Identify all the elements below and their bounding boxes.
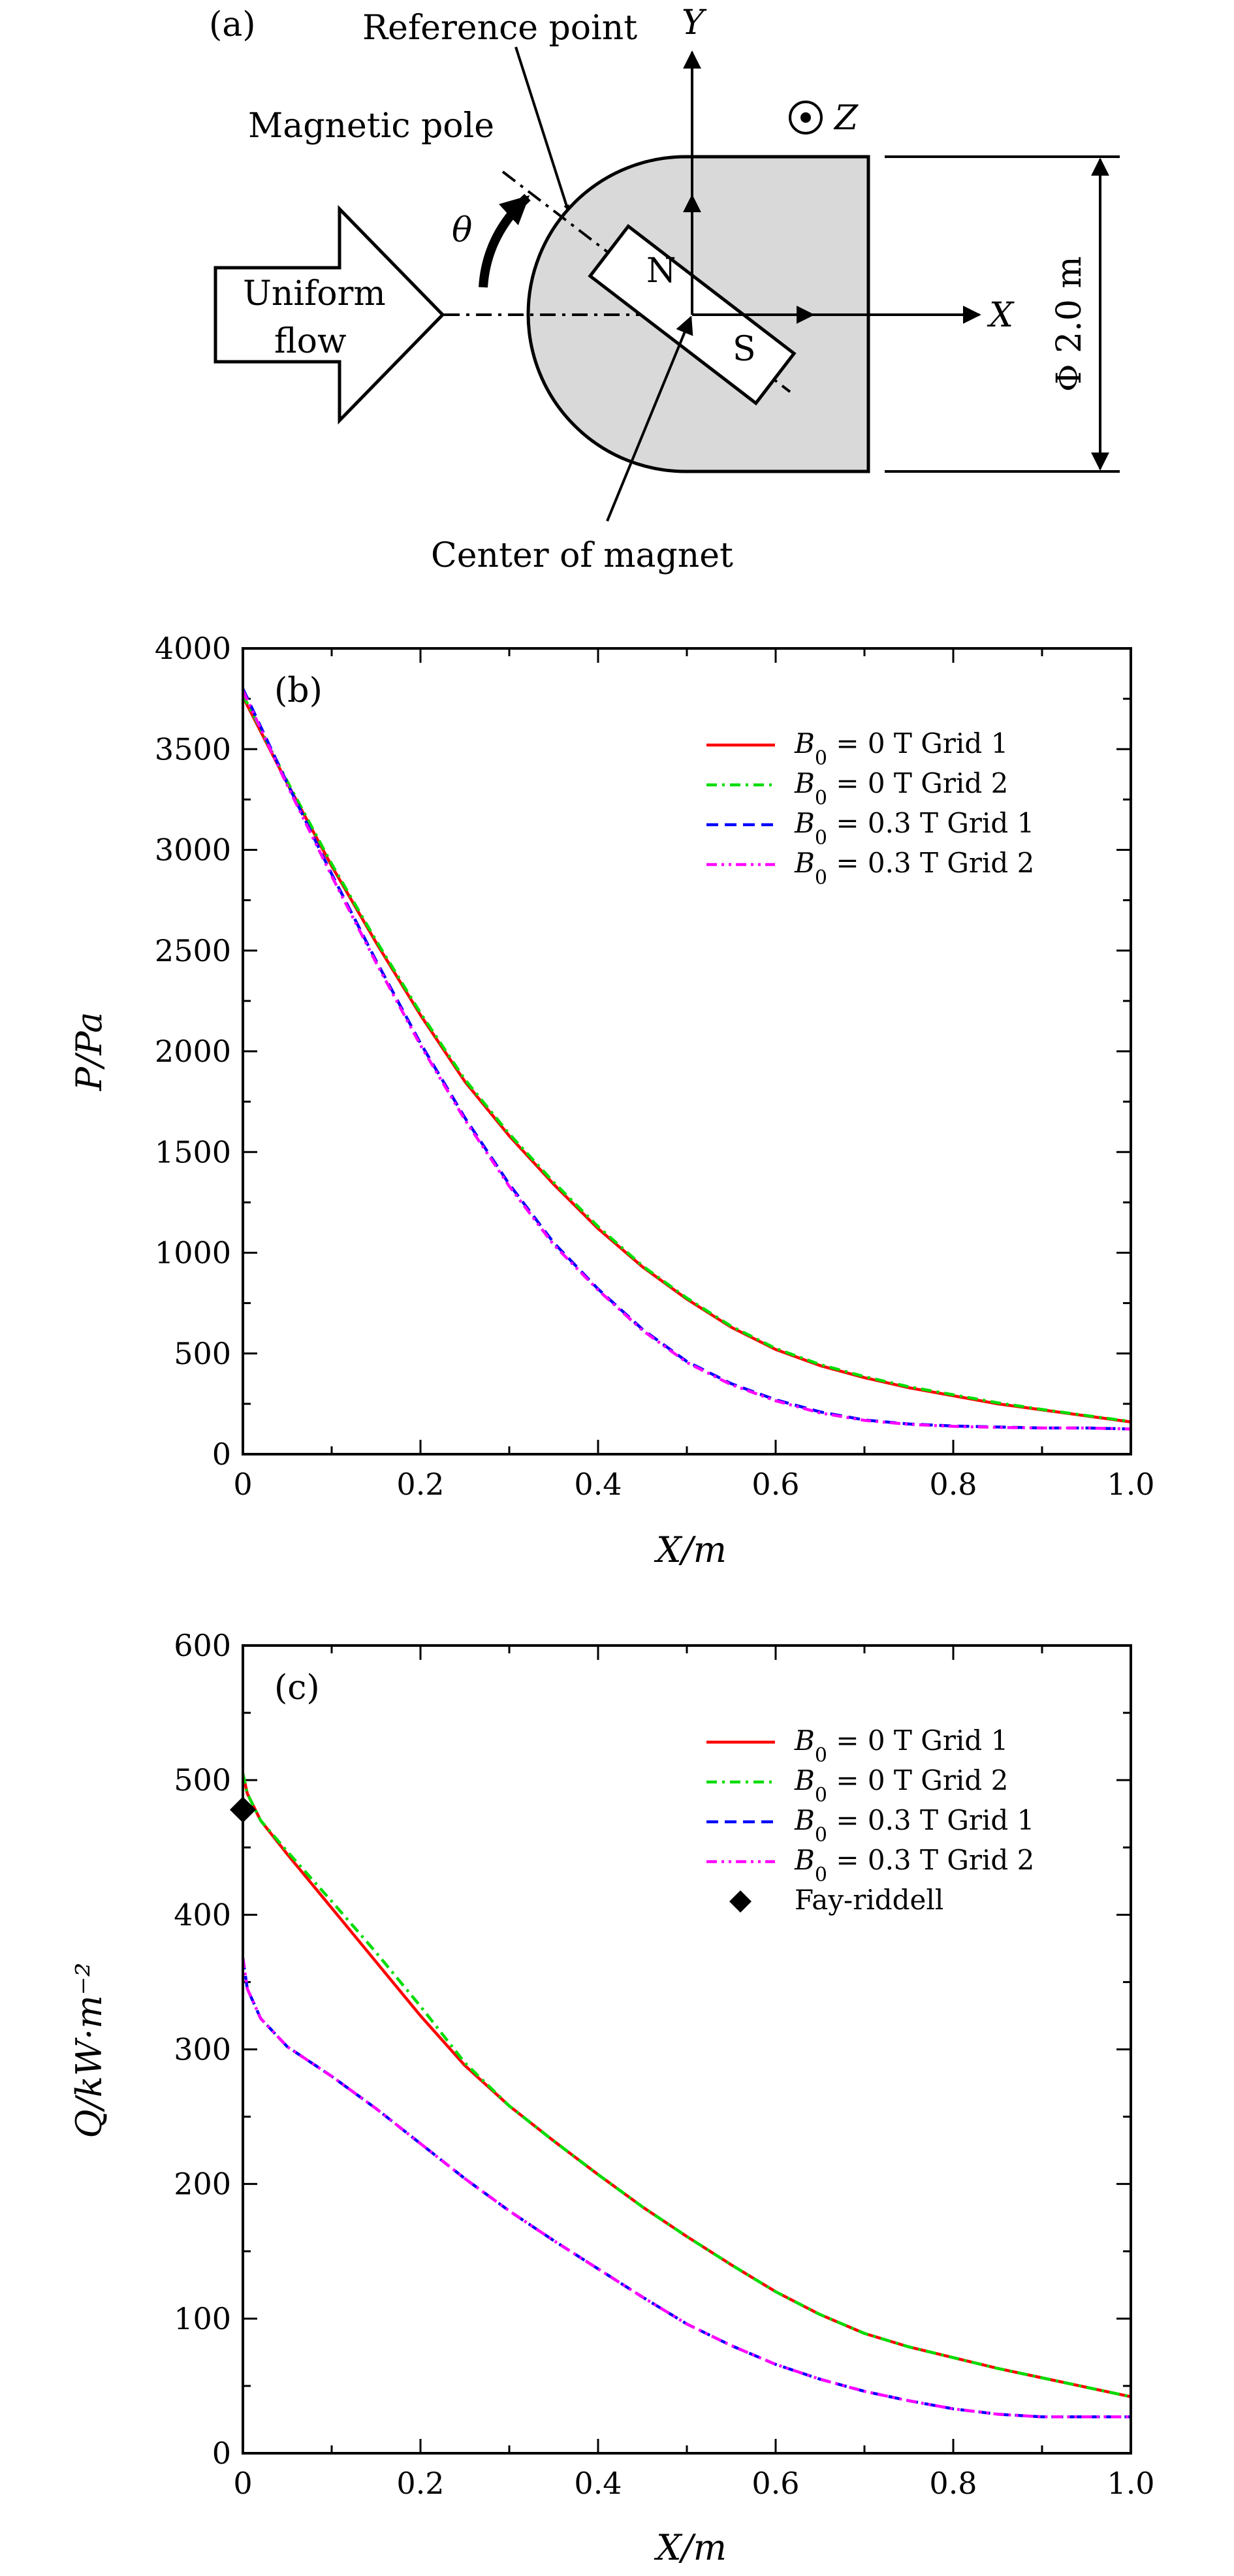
- legend-label: B0 = 0.3 T Grid 1: [794, 807, 1034, 850]
- x-axis-title: X/m: [654, 2527, 727, 2568]
- theta-label: θ: [452, 211, 472, 250]
- chart-b: P/Pa X/m 0 0.2 0.4 0.6 0.8 1.0 0 500 1000 1500 200…: [69, 631, 1155, 1570]
- x-tick-label: 1.0: [1107, 2466, 1154, 2501]
- legend-label: B0 = 0.3 T Grid 2: [794, 847, 1034, 889]
- reference-point-pointer: [514, 46, 569, 211]
- center-of-magnet-label: Center of magnet: [431, 536, 733, 575]
- y-tick-label: 600: [174, 1628, 231, 1663]
- y-tick-label: 2000: [155, 1034, 231, 1069]
- y-tick-label: 100: [174, 2301, 231, 2336]
- x-axis-title: X/m: [654, 1529, 727, 1570]
- x-tick-label: 1.0: [1107, 1467, 1154, 1502]
- series-line: [241, 693, 1131, 1423]
- y-tick-label: 200: [174, 2167, 231, 2202]
- y-tick-label: 400: [174, 1897, 231, 1932]
- y-axis-title: P/Pa: [69, 1012, 110, 1092]
- z-axis-label: Z: [833, 99, 859, 138]
- x-tick-label: 0.6: [751, 1467, 799, 1502]
- y-tick-label: 0: [212, 2436, 231, 2471]
- legend-label: B0 = 0 T Grid 1: [794, 1725, 1008, 1767]
- x-tick-label: 0.2: [396, 2466, 444, 2501]
- y-tick-label: 500: [174, 1762, 231, 1798]
- y-tick-label: 0: [212, 1437, 231, 1472]
- center-of-magnet-pointer: [606, 315, 693, 522]
- legend-label: B0 = 0 T Grid 2: [794, 1764, 1008, 1807]
- plot-frame: [242, 647, 1132, 1455]
- theta-rotation-arrow: [479, 193, 531, 288]
- y-tick-label: 1000: [155, 1235, 231, 1271]
- reference-point-label: Reference point: [362, 8, 637, 48]
- uniform-flow-arrow: [214, 204, 445, 425]
- series-line: [241, 688, 1131, 1431]
- x-tick-label: 0: [233, 1467, 252, 1502]
- x-tick-label: 0.8: [929, 2466, 977, 2501]
- x-tick-label: 0.2: [396, 1467, 444, 1502]
- legend-label: B0 = 0.3 T Grid 2: [794, 1844, 1034, 1886]
- z-axis-dot: [800, 112, 811, 123]
- south-pole-label: S: [733, 330, 756, 369]
- plot-frame: [242, 1644, 1132, 2455]
- diameter-label: Φ 2.0 m: [1050, 256, 1089, 392]
- series-line: [241, 1957, 1131, 2419]
- x-tick-label: 0: [233, 2466, 252, 2501]
- y-tick-label: 1500: [155, 1134, 231, 1169]
- flow-label: flow: [274, 322, 347, 361]
- legend-label: Fay-riddell: [795, 1884, 943, 1916]
- y-axis-label: Y: [682, 3, 707, 42]
- magnetic-pole-label: Magnetic pole: [248, 106, 494, 146]
- x-axis-label: X: [987, 296, 1015, 335]
- y-tick-label: 500: [174, 1336, 231, 1371]
- x-tick-label: 0.6: [751, 2466, 799, 2501]
- x-tick-label: 0.4: [574, 2466, 622, 2501]
- north-pole-label: N: [646, 251, 676, 291]
- y-axis-title: Q/kW·m⁻²: [69, 1962, 110, 2138]
- y-tick-label: 2500: [155, 933, 231, 968]
- chart-c: Q/kW·m⁻² X/m 0 0.2 0.4 0.6 0.8 1.0 0 100 200 300 4…: [69, 1628, 1155, 2568]
- y-tick-label: 3000: [155, 833, 231, 868]
- panel-label: (c): [274, 1668, 320, 1708]
- series-line: [241, 1957, 1131, 2419]
- legend-label: B0 = 0 T Grid 1: [794, 727, 1008, 770]
- panel-label: (b): [274, 671, 323, 710]
- y-tick-label: 4000: [155, 631, 231, 666]
- x-tick-label: 0.4: [574, 1467, 622, 1502]
- legend-label: B0 = 0 T Grid 2: [794, 767, 1008, 810]
- panel-a-label: (a): [209, 5, 256, 44]
- uniform-label: Uniform: [243, 274, 386, 313]
- y-tick-label: 300: [174, 2032, 231, 2067]
- series-line: [241, 1773, 1131, 2398]
- x-tick-label: 0.8: [929, 1467, 977, 1502]
- panel-a-schematic: (a) Uniform flow N S Y X Z Reference poi…: [209, 3, 1120, 575]
- legend-swatch-marker: [729, 1890, 751, 1913]
- series-line: [241, 695, 1131, 1423]
- y-tick-label: 3500: [155, 731, 231, 767]
- series-line: [241, 690, 1131, 1431]
- legend-label: B0 = 0.3 T Grid 1: [794, 1804, 1034, 1847]
- z-axis-symbol: [789, 101, 823, 135]
